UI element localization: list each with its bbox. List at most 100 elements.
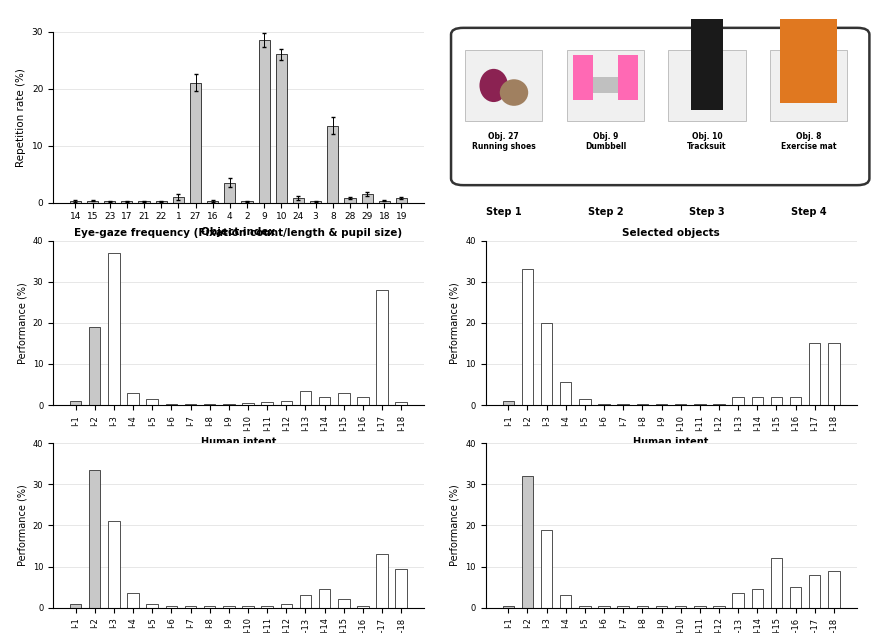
Bar	[185, 606, 196, 608]
Bar	[319, 589, 330, 608]
Bar	[310, 201, 321, 203]
Bar	[691, 0, 723, 110]
Bar	[790, 587, 802, 608]
Bar	[224, 182, 236, 203]
Bar	[281, 604, 292, 608]
Bar	[560, 382, 571, 405]
Bar	[560, 595, 571, 608]
Bar	[361, 194, 373, 203]
Bar	[713, 404, 725, 405]
Bar	[790, 397, 802, 405]
Bar	[121, 201, 132, 203]
Bar	[127, 392, 139, 405]
Text: Obj. 10
Tracksuit: Obj. 10 Tracksuit	[687, 132, 727, 151]
Text: Obj. 8
Exercise mat: Obj. 8 Exercise mat	[781, 132, 836, 151]
Bar	[261, 606, 273, 608]
Bar	[70, 401, 81, 405]
Bar	[281, 401, 292, 405]
Y-axis label: Repetition rate (%): Repetition rate (%)	[16, 68, 26, 166]
Bar	[732, 397, 743, 405]
Bar	[771, 558, 782, 608]
Bar	[780, 15, 837, 103]
Bar	[694, 606, 706, 608]
Ellipse shape	[500, 79, 528, 106]
Bar	[344, 198, 356, 203]
Bar	[732, 593, 743, 608]
Bar	[261, 402, 273, 405]
Text: Obj. 9
Dumbbell: Obj. 9 Dumbbell	[585, 132, 626, 151]
Bar	[299, 595, 311, 608]
Bar	[579, 606, 591, 608]
Bar	[190, 83, 201, 203]
Bar	[396, 568, 407, 608]
Bar	[139, 201, 149, 203]
Bar	[656, 404, 668, 405]
Bar	[751, 589, 763, 608]
Y-axis label: Performance (%): Performance (%)	[449, 282, 460, 364]
Bar	[617, 606, 629, 608]
Bar	[599, 404, 610, 405]
Bar	[376, 555, 388, 608]
X-axis label: Human intent: Human intent	[633, 437, 709, 446]
Bar	[771, 397, 782, 405]
Ellipse shape	[479, 69, 508, 102]
Bar	[713, 606, 725, 608]
Bar	[396, 402, 407, 405]
Y-axis label: Performance (%): Performance (%)	[449, 484, 460, 567]
Bar	[637, 606, 648, 608]
Bar	[502, 606, 514, 608]
Bar	[593, 77, 617, 92]
Bar	[396, 198, 407, 203]
Bar	[108, 253, 119, 405]
Bar	[573, 55, 593, 99]
Text: Step 3: Step 3	[689, 207, 725, 216]
Bar	[540, 323, 552, 405]
Bar	[358, 606, 369, 608]
Bar	[166, 404, 177, 405]
Bar	[751, 397, 763, 405]
Title: Eye-gaze frequency (Fixation count/length & pupil size): Eye-gaze frequency (Fixation count/lengt…	[74, 229, 403, 239]
Bar	[328, 125, 338, 203]
Bar	[223, 606, 235, 608]
FancyBboxPatch shape	[668, 50, 745, 121]
Y-axis label: Performance (%): Performance (%)	[17, 282, 27, 364]
Bar	[70, 201, 81, 203]
Bar	[338, 599, 350, 608]
Bar	[166, 606, 177, 608]
Bar	[299, 391, 311, 405]
Bar	[275, 54, 287, 203]
Text: Step 2: Step 2	[651, 484, 691, 494]
Bar	[173, 197, 184, 203]
Bar	[108, 522, 119, 608]
Bar	[675, 606, 686, 608]
Y-axis label: Performance (%): Performance (%)	[17, 484, 27, 567]
Bar	[656, 606, 668, 608]
Bar	[522, 270, 533, 405]
FancyBboxPatch shape	[451, 28, 870, 185]
Bar	[185, 404, 196, 405]
Bar	[522, 476, 533, 608]
Bar	[637, 404, 648, 405]
Bar	[155, 201, 167, 203]
Bar	[293, 198, 304, 203]
Bar	[127, 593, 139, 608]
Bar	[204, 404, 215, 405]
Bar	[358, 397, 369, 405]
Bar	[242, 403, 253, 405]
Bar	[376, 290, 388, 405]
Bar	[617, 404, 629, 405]
Bar	[599, 606, 610, 608]
Bar	[89, 470, 101, 608]
Bar	[104, 201, 116, 203]
Bar	[319, 397, 330, 405]
Bar	[809, 343, 820, 405]
X-axis label: Object index: Object index	[201, 227, 275, 237]
Bar	[809, 575, 820, 608]
Text: Step 1: Step 1	[218, 484, 259, 494]
Text: Step 4: Step 4	[790, 207, 826, 216]
Bar	[242, 606, 253, 608]
Bar	[694, 404, 706, 405]
FancyBboxPatch shape	[465, 50, 542, 121]
Bar	[204, 606, 215, 608]
Bar	[540, 529, 552, 608]
